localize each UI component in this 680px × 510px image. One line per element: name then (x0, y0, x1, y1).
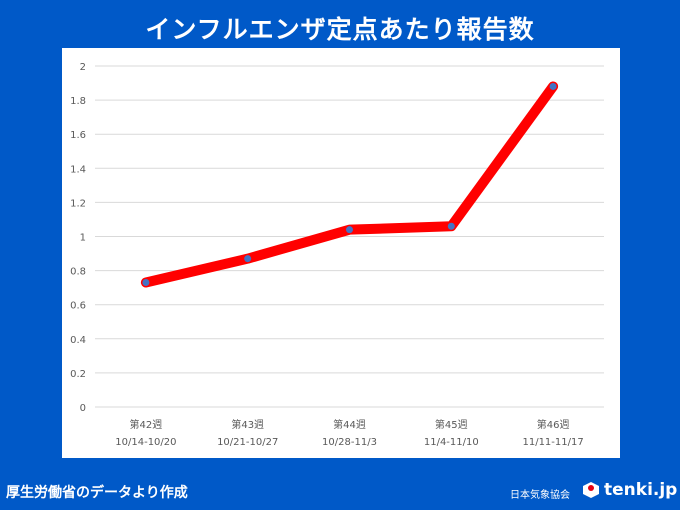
org-name: 日本気象協会 (510, 490, 570, 501)
y-tick-label: 1.6 (70, 130, 86, 141)
y-tick-label: 1.2 (70, 198, 86, 209)
logo-icon (583, 482, 599, 498)
y-tick-label: 1.8 (70, 96, 86, 107)
x-tick-label: 10/21-10/27 (217, 437, 278, 448)
x-tick-label: 10/28-11/3 (322, 437, 377, 448)
series-line (140, 81, 559, 288)
y-tick-label: 0.2 (70, 369, 86, 380)
x-tick-label: 第42週 (130, 418, 163, 431)
y-tick-label: 1 (80, 233, 86, 244)
chart-title: インフルエンザ定点あたり報告数 (145, 15, 535, 44)
y-tick-label: 0.8 (70, 267, 86, 278)
logo-text: tenki.jp (604, 480, 678, 500)
y-tick-label: 0.4 (70, 335, 86, 346)
y-tick-label: 1.4 (70, 164, 86, 175)
data-point (346, 226, 353, 234)
source-note: 厚生労働省のデータより作成 (6, 485, 188, 501)
y-tick-label: 2 (80, 62, 86, 73)
x-tick-label: 11/11-11/17 (522, 437, 583, 448)
x-tick-label: 第46週 (537, 418, 570, 431)
x-tick-label: 10/14-10/20 (115, 437, 176, 448)
data-point (447, 222, 455, 230)
tenki-logo: tenki.jp (583, 480, 677, 500)
data-point (549, 82, 557, 90)
x-tick-label: 第43週 (231, 418, 264, 431)
x-tick-label: 第44週 (333, 418, 366, 431)
x-tick-label: 11/4-11/10 (424, 437, 479, 448)
y-tick-label: 0 (80, 403, 86, 414)
data-point (142, 279, 150, 287)
x-tick-label: 第45週 (435, 418, 468, 431)
data-point (244, 255, 252, 263)
y-tick-label: 0.6 (70, 301, 86, 312)
